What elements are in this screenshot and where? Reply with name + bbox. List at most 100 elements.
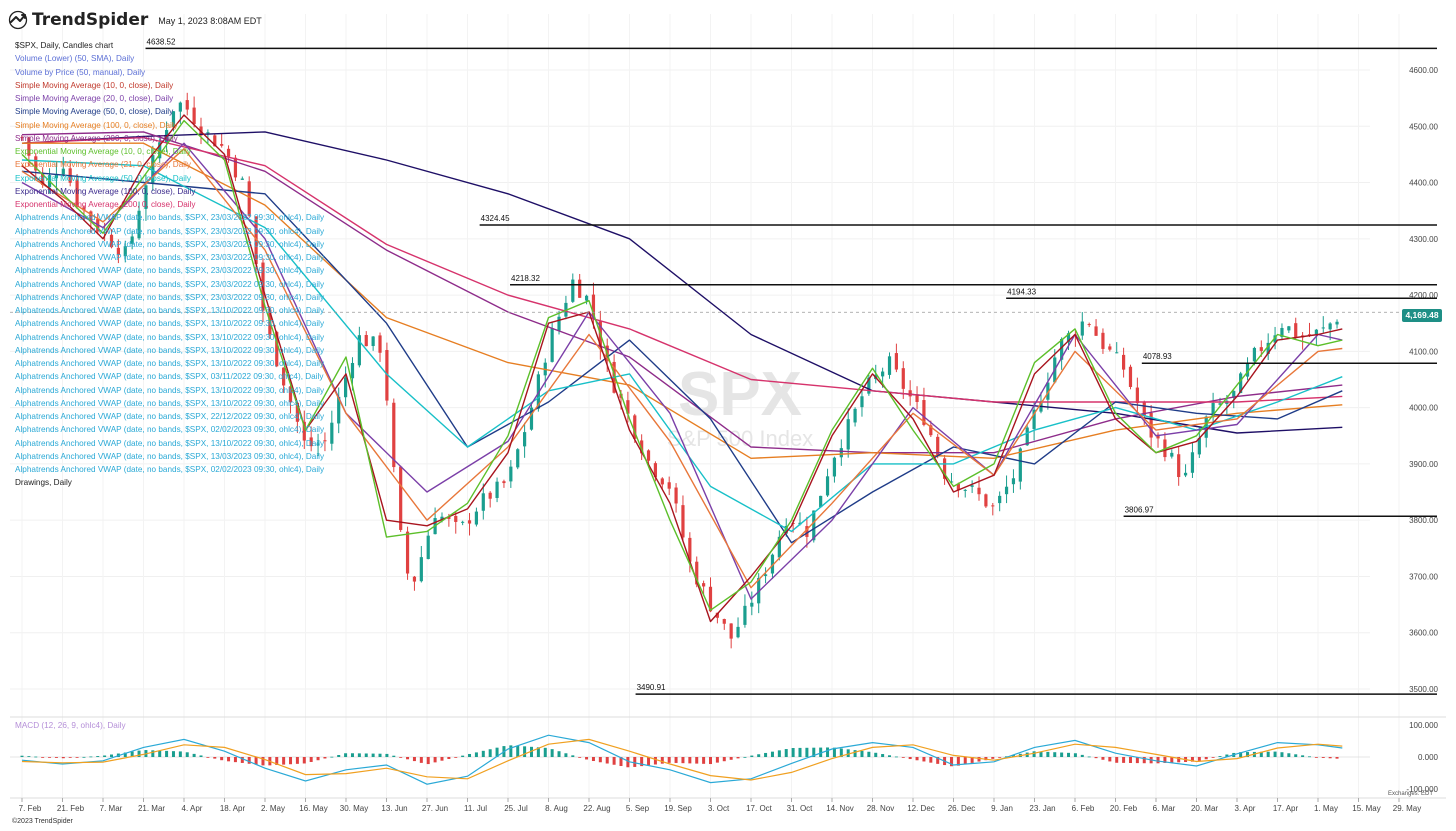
macd-histogram-bar — [784, 749, 788, 757]
legend-item[interactable]: Alphatrends Anchored VWAP (date, no band… — [15, 425, 325, 435]
macd-histogram-bar — [440, 757, 444, 761]
candle-body — [461, 521, 465, 523]
macd-histogram-bar — [488, 749, 492, 757]
legend-item[interactable]: Alphatrends Anchored VWAP (date, no band… — [15, 332, 325, 342]
candle-body — [1294, 323, 1298, 337]
legend-item[interactable]: Alphatrends Anchored VWAP (date, no band… — [15, 398, 325, 408]
legend-item[interactable]: Simple Moving Average (20, 0, close), Da… — [15, 94, 174, 103]
macd-histogram-bar — [495, 747, 499, 757]
legend-item[interactable]: Simple Moving Average (10, 0, close), Da… — [15, 80, 174, 90]
legend-item[interactable]: Alphatrends Anchored VWAP (date, no band… — [15, 213, 325, 223]
macd-histogram-bar — [103, 755, 107, 757]
macd-histogram-bar — [1239, 752, 1243, 757]
macd-label[interactable]: MACD (12, 26, 9, ohlc4), Daily — [15, 721, 126, 730]
candle-body — [1025, 427, 1029, 446]
legend-item[interactable]: Alphatrends Anchored VWAP (date, no band… — [15, 385, 325, 395]
candle-body — [123, 246, 127, 257]
candle-body — [27, 137, 31, 156]
legend-item[interactable]: Simple Moving Average (100, 0, close), D… — [15, 120, 178, 130]
indicator-legend[interactable]: $SPX, Daily, Candles chart Volume (Lower)… — [15, 39, 324, 490]
time-axis[interactable]: 7. Feb 21. Feb 7. Mar 21. Mar 4. Apr 18. Apr 2… — [10, 716, 1446, 813]
candle-body — [901, 368, 905, 389]
macd-histogram-bar — [344, 753, 348, 757]
legend-item[interactable]: Alphatrends Anchored VWAP (date, no band… — [15, 372, 324, 382]
time-tick-label: 4. Apr — [182, 804, 203, 813]
time-tick-label: 8. Aug — [545, 804, 568, 813]
legend-item[interactable]: Alphatrends Anchored VWAP (date, no band… — [15, 239, 325, 249]
candle-body — [584, 295, 589, 301]
macd-histogram-bar — [1287, 753, 1291, 757]
legend-item[interactable]: Alphatrends Anchored VWAP (date, no band… — [15, 266, 325, 276]
candle-body — [1142, 401, 1146, 416]
macd-histogram-bar — [371, 753, 375, 757]
macd-histogram-bar — [1053, 752, 1057, 757]
legend-item[interactable]: Exponential Moving Average (200, 0, clos… — [15, 200, 196, 209]
legend-item[interactable]: Alphatrends Anchored VWAP (date, no band… — [15, 319, 325, 329]
legend-item[interactable]: Exponential Moving Average (21, 0, close… — [15, 160, 191, 170]
candle-body — [832, 457, 837, 477]
watermark: SPX S&P 500 Index — [667, 360, 813, 451]
legend-item[interactable]: Alphatrends Anchored VWAP (date, no band… — [15, 226, 325, 236]
legend-item[interactable]: Exponential Moving Average (10, 0, close… — [15, 147, 191, 156]
legend-item[interactable]: Alphatrends Anchored VWAP (date, no band… — [15, 438, 325, 448]
candle-body — [1087, 324, 1091, 326]
macd-histogram-bar — [1122, 757, 1126, 763]
time-tick-label: 15. May — [1352, 804, 1380, 813]
macd-histogram-bar — [213, 757, 217, 759]
macd-histogram-bar — [1156, 757, 1160, 764]
candle-body — [557, 316, 561, 331]
macd-histogram-bar — [1225, 754, 1229, 757]
macd-histogram-bar — [206, 757, 210, 758]
legend-item[interactable]: Alphatrends Anchored VWAP (date, no band… — [15, 465, 325, 474]
candle-body — [1266, 342, 1270, 354]
candle-body — [158, 142, 162, 159]
candle-body — [509, 466, 513, 482]
legend-item[interactable]: Alphatrends Anchored VWAP (date, no band… — [15, 279, 325, 289]
legend-item[interactable]: Alphatrends Anchored VWAP (date, no band… — [15, 306, 325, 315]
timestamp: May 1, 2023 8:08AM EDT — [158, 16, 262, 26]
time-tick-label: 13. Jun — [381, 804, 407, 813]
legend-item[interactable]: Exponential Moving Average (100, 0, clos… — [15, 186, 196, 196]
legend-item[interactable]: Drawings, Daily — [15, 478, 72, 488]
candle-body — [288, 386, 293, 403]
legend-item[interactable]: Exponential Moving Average (50, 0, close… — [15, 173, 191, 183]
candle-body — [529, 407, 534, 430]
candle-body — [75, 179, 79, 207]
legend-item[interactable]: Alphatrends Anchored VWAP (date, no band… — [15, 253, 325, 262]
legend-item[interactable]: Alphatrends Anchored VWAP (date, no band… — [15, 345, 325, 355]
legend-item[interactable]: Simple Moving Average (50, 0, close), Da… — [15, 107, 174, 117]
price-axis[interactable]: 4600.00 4500.00 4400.00 4300.00 4200.00 4100.… — [1409, 66, 1438, 694]
macd-histogram-bar — [461, 755, 465, 757]
legend-item[interactable]: Simple Moving Average (200, 0, close), D… — [15, 133, 178, 143]
legend-item[interactable]: Alphatrends Anchored VWAP (date, no band… — [15, 451, 325, 461]
candle-body — [426, 535, 430, 559]
price-tick-label: 4200.00 — [1409, 291, 1438, 300]
legend-item[interactable]: Alphatrends Anchored VWAP (date, no band… — [15, 359, 325, 368]
candle-body — [282, 367, 286, 386]
macd-histogram-bar — [309, 757, 313, 762]
macd-histogram-bar — [41, 757, 45, 758]
ma-line — [21, 131, 1343, 454]
macd-histogram-bar — [874, 752, 878, 757]
candle-body — [405, 531, 410, 574]
horizontal-levels[interactable]: 4638.52 4324.45 4218.32 4194.33 4078.93 3806.… — [10, 37, 1437, 695]
candle-body — [715, 612, 719, 618]
legend-item[interactable]: $SPX, Daily, Candles chart — [15, 41, 114, 50]
macd-histogram-bar — [89, 756, 93, 758]
macd-histogram-bar — [289, 757, 293, 765]
candle-body — [185, 100, 189, 110]
macd-histogram-bar — [777, 750, 781, 757]
candle-body — [357, 335, 361, 366]
legend-item[interactable]: Alphatrends Anchored VWAP (date, no band… — [15, 412, 325, 421]
time-tick-label: 26. Dec — [948, 804, 976, 813]
level-label: 4324.45 — [481, 214, 510, 223]
legend-item[interactable]: Volume by Price (50, manual), Daily — [15, 67, 146, 77]
macd-histogram-bar — [254, 757, 258, 765]
macd-histogram-bar — [984, 757, 988, 761]
macd-histogram-bar — [468, 753, 472, 757]
legend-item[interactable]: Volume (Lower) (50, SMA), Daily — [15, 54, 135, 64]
time-tick-label: 23. Jan — [1029, 804, 1055, 813]
legend-item[interactable]: Alphatrends Anchored VWAP (date, no band… — [15, 292, 325, 302]
macd-histogram-bar — [302, 757, 306, 764]
